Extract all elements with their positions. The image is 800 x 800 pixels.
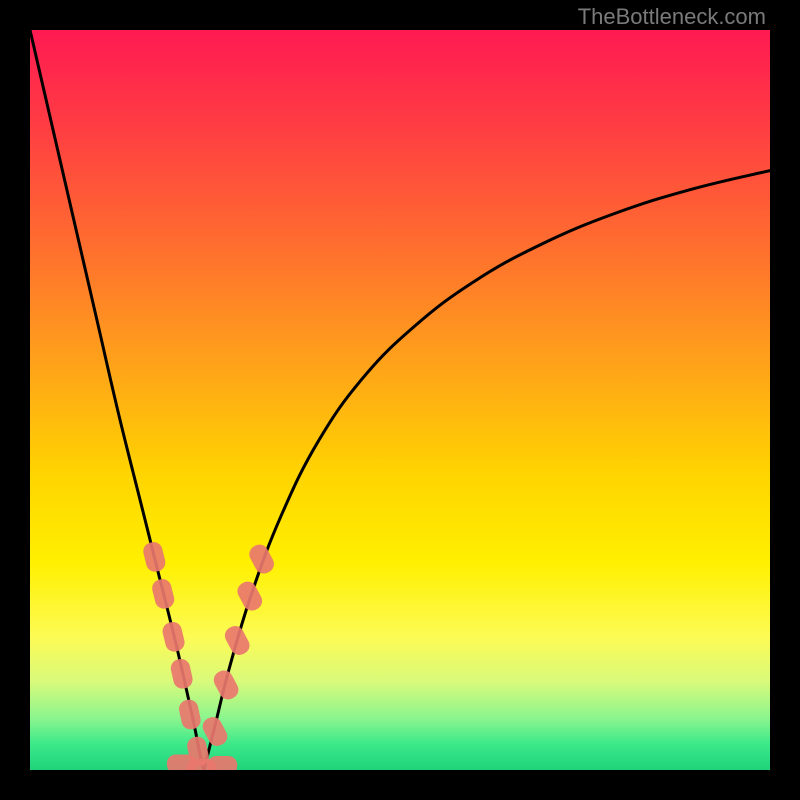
data-marker — [177, 698, 202, 731]
frame-border-left — [0, 0, 30, 800]
chart-frame: TheBottleneck.com — [0, 0, 800, 800]
data-marker — [234, 579, 265, 614]
plot-area — [30, 30, 770, 770]
data-marker — [222, 623, 253, 658]
data-marker — [169, 657, 194, 690]
frame-border-right — [770, 0, 800, 800]
data-marker — [150, 577, 176, 610]
curve-right-branch — [204, 171, 770, 770]
data-marker — [161, 620, 187, 653]
frame-border-bottom — [0, 770, 800, 800]
data-marker — [211, 667, 242, 702]
data-marker — [208, 756, 238, 770]
curve-svg — [30, 30, 770, 770]
data-marker — [141, 540, 167, 573]
curve-left-branch — [30, 30, 204, 770]
watermark-text: TheBottleneck.com — [578, 4, 766, 30]
data-marker — [246, 542, 277, 577]
